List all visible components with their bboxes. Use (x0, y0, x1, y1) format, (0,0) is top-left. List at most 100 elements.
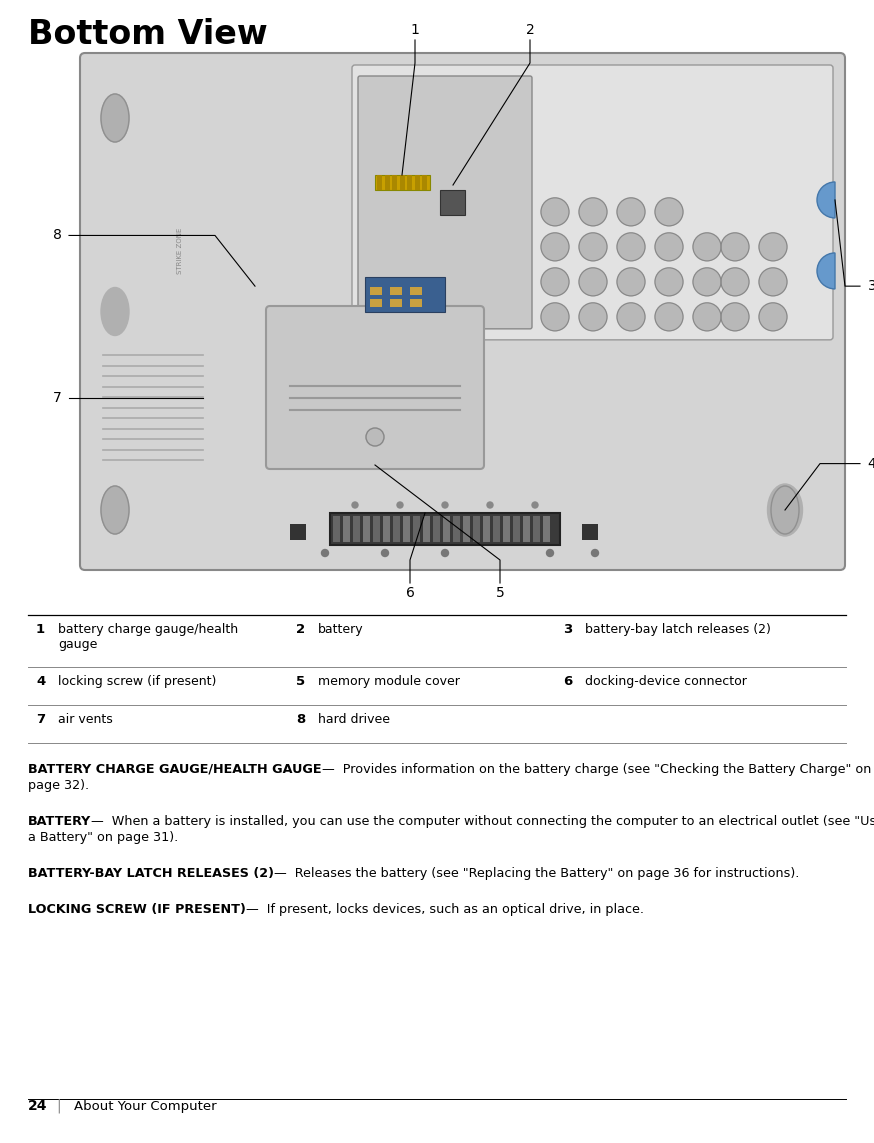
FancyBboxPatch shape (358, 75, 532, 329)
Bar (390, 298, 402, 306)
Text: hard drivee: hard drivee (318, 713, 390, 726)
Text: locking screw (if present): locking screw (if present) (58, 676, 217, 688)
Ellipse shape (767, 483, 802, 536)
Circle shape (381, 550, 389, 557)
Bar (330, 513, 560, 545)
Text: 3: 3 (563, 623, 572, 636)
Text: 6: 6 (406, 586, 414, 600)
Bar (383, 515, 390, 542)
Circle shape (655, 198, 683, 226)
Circle shape (655, 233, 683, 261)
Bar (443, 515, 450, 542)
Circle shape (541, 303, 569, 330)
Bar (403, 515, 410, 542)
Circle shape (366, 427, 384, 446)
Circle shape (655, 303, 683, 330)
Circle shape (655, 267, 683, 296)
Text: STRIKE ZONE: STRIKE ZONE (177, 227, 183, 274)
Circle shape (579, 233, 607, 261)
Text: |: | (56, 1098, 60, 1113)
Ellipse shape (101, 288, 129, 336)
Text: Bottom View: Bottom View (28, 18, 267, 51)
Circle shape (532, 502, 538, 507)
Bar (333, 515, 340, 542)
Circle shape (759, 267, 787, 296)
Text: 1: 1 (36, 623, 45, 636)
Bar (407, 175, 412, 190)
Circle shape (397, 502, 403, 507)
FancyBboxPatch shape (266, 306, 484, 469)
Bar (440, 190, 465, 215)
Circle shape (322, 550, 329, 557)
Circle shape (541, 233, 569, 261)
Text: 8: 8 (296, 713, 305, 726)
Circle shape (759, 233, 787, 261)
Circle shape (693, 267, 721, 296)
Bar (343, 515, 350, 542)
Ellipse shape (771, 486, 799, 534)
Text: —  Provides information on the battery charge (see "Checking the Battery Charge": — Provides information on the battery ch… (322, 764, 871, 776)
Text: 6: 6 (563, 676, 572, 688)
Text: —  Releases the battery (see "Replacing the Battery" on page 36 for instructions: — Releases the battery (see "Replacing t… (274, 868, 800, 880)
Text: —  If present, locks devices, such as an optical drive, in place.: — If present, locks devices, such as an … (246, 903, 644, 916)
Text: page 32).: page 32). (28, 780, 89, 792)
Circle shape (693, 303, 721, 330)
Bar (353, 515, 360, 542)
Circle shape (579, 198, 607, 226)
Bar (493, 515, 500, 542)
Circle shape (441, 550, 448, 557)
Circle shape (592, 550, 599, 557)
Bar (363, 515, 370, 542)
Bar (399, 175, 405, 190)
Text: 1: 1 (411, 23, 420, 37)
Bar (483, 515, 490, 542)
Ellipse shape (101, 486, 129, 534)
Text: battery-bay latch releases (2): battery-bay latch releases (2) (585, 623, 771, 636)
Text: air vents: air vents (58, 713, 113, 726)
Text: 2: 2 (296, 623, 305, 636)
Bar (503, 515, 510, 542)
Bar (392, 175, 397, 190)
Circle shape (617, 233, 645, 261)
Bar (370, 287, 382, 295)
Bar (523, 515, 530, 542)
Bar (373, 515, 380, 542)
Circle shape (546, 550, 553, 557)
Wedge shape (817, 182, 835, 218)
Ellipse shape (101, 94, 129, 142)
Bar (410, 287, 422, 295)
Text: a Battery" on page 31).: a Battery" on page 31). (28, 831, 178, 844)
Circle shape (541, 198, 569, 226)
Circle shape (693, 233, 721, 261)
Circle shape (352, 502, 358, 507)
Text: BATTERY: BATTERY (28, 815, 91, 828)
Circle shape (759, 303, 787, 330)
Text: 7: 7 (36, 713, 45, 726)
Text: —  When a battery is installed, you can use the computer without connecting the : — When a battery is installed, you can u… (91, 815, 874, 828)
Circle shape (579, 267, 607, 296)
FancyBboxPatch shape (352, 65, 833, 339)
Bar (370, 298, 382, 306)
Text: battery charge gauge/health
gauge: battery charge gauge/health gauge (58, 623, 238, 652)
Bar (423, 515, 430, 542)
Bar (513, 515, 520, 542)
Bar (453, 515, 460, 542)
Circle shape (541, 267, 569, 296)
Circle shape (487, 502, 493, 507)
Text: BATTERY CHARGE GAUGE/HEALTH GAUGE: BATTERY CHARGE GAUGE/HEALTH GAUGE (28, 764, 322, 776)
Circle shape (721, 267, 749, 296)
Bar (413, 515, 420, 542)
FancyBboxPatch shape (80, 53, 845, 570)
Text: 24: 24 (28, 1100, 47, 1113)
Text: 5: 5 (296, 676, 305, 688)
Bar (543, 515, 550, 542)
Bar (473, 515, 480, 542)
Bar (290, 523, 306, 539)
Text: BATTERY-BAY LATCH RELEASES (2): BATTERY-BAY LATCH RELEASES (2) (28, 868, 274, 880)
Wedge shape (817, 253, 835, 289)
Circle shape (617, 198, 645, 226)
Bar (410, 298, 422, 306)
Bar (390, 287, 402, 295)
Text: battery: battery (318, 623, 364, 636)
Text: 8: 8 (52, 229, 61, 242)
